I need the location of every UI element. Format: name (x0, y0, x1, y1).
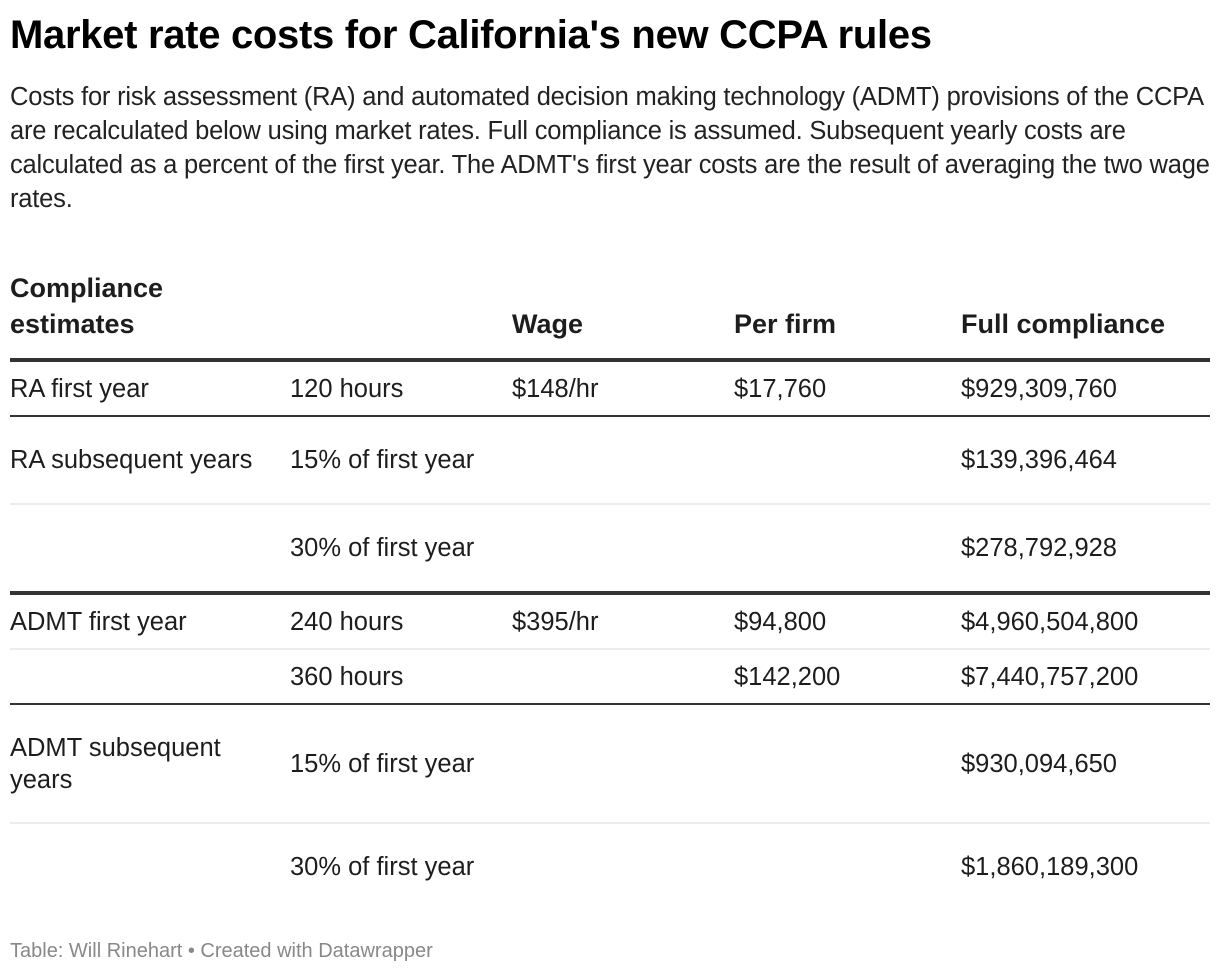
cell-basis: 120 hours (290, 360, 512, 417)
table-row: RA subsequent years 15% of first year $1… (10, 416, 1210, 505)
header-compliance-estimates[interactable]: Compliance estimates (10, 270, 290, 362)
cell-basis: 30% of first year (290, 853, 475, 881)
cell-per-firm (734, 504, 961, 595)
source-credit: Table: Will Rinehart • Created with Data… (10, 940, 433, 962)
cell-wage: $395/hr (512, 593, 734, 650)
cell-per-firm (734, 704, 961, 824)
cell-full-compliance: $4,960,504,800 (961, 593, 1210, 650)
cell-wage (512, 704, 734, 824)
cell-estimate (10, 649, 290, 705)
cell-per-firm: $94,800 (734, 593, 961, 650)
table-row: RA first year 120 hours $148/hr $17,760 … (10, 360, 1210, 417)
table-header-row: Compliance estimates Wage Per firm Full … (10, 270, 1210, 362)
cell-wage: $148/hr (512, 360, 734, 417)
cell-wage (512, 504, 734, 595)
cell-estimate: ADMT first year (10, 593, 290, 650)
header-basis[interactable] (290, 270, 512, 362)
compliance-costs-table: Compliance estimates Wage Per firm Full … (10, 270, 1210, 910)
cell-basis: 240 hours (290, 593, 512, 650)
cell-wage (512, 823, 734, 910)
cell-per-firm (734, 416, 961, 505)
cell-full-compliance: $1,860,189,300 (961, 853, 1139, 881)
cell-estimate (10, 823, 290, 910)
header-per-firm[interactable]: Per firm (734, 270, 961, 362)
cell-full-compliance: $278,792,928 (961, 504, 1210, 595)
table-row: 30% of first year $278,792,928 (10, 504, 1210, 595)
cell-basis: 15% of first year (290, 704, 512, 824)
cell-estimate (10, 504, 290, 595)
cell-estimate: ADMT subsequent years (10, 704, 290, 824)
table-row: 30% of first year $1,860,189,300 (10, 823, 1210, 910)
cell-full-compliance: $930,094,650 (961, 704, 1210, 824)
cell-basis: 15% of first year (290, 416, 512, 505)
table-row: ADMT first year 240 hours $395/hr $94,80… (10, 593, 1210, 650)
cell-per-firm: $17,760 (734, 360, 961, 417)
cell-per-firm (734, 823, 961, 910)
header-wage[interactable]: Wage (512, 270, 734, 362)
table-row: ADMT subsequent years 15% of first year … (10, 704, 1210, 824)
cell-basis: 30% of first year (290, 504, 512, 595)
cell-wage (512, 649, 734, 705)
cell-per-firm: $142,200 (734, 649, 961, 705)
cell-full-compliance: $7,440,757,200 (961, 649, 1210, 705)
chart-title: Market rate costs for California's new C… (10, 13, 932, 57)
header-full-compliance[interactable]: Full compliance (961, 270, 1210, 362)
table-row: 360 hours $142,200 $7,440,757,200 (10, 649, 1210, 705)
chart-description: Costs for risk assessment (RA) and autom… (10, 83, 1210, 213)
cell-basis: 360 hours (290, 649, 512, 705)
cell-full-compliance: $929,309,760 (961, 360, 1210, 417)
cell-wage (512, 416, 734, 505)
cell-estimate: RA subsequent years (10, 416, 290, 505)
cell-full-compliance: $139,396,464 (961, 416, 1210, 505)
cell-estimate: RA first year (10, 360, 290, 417)
